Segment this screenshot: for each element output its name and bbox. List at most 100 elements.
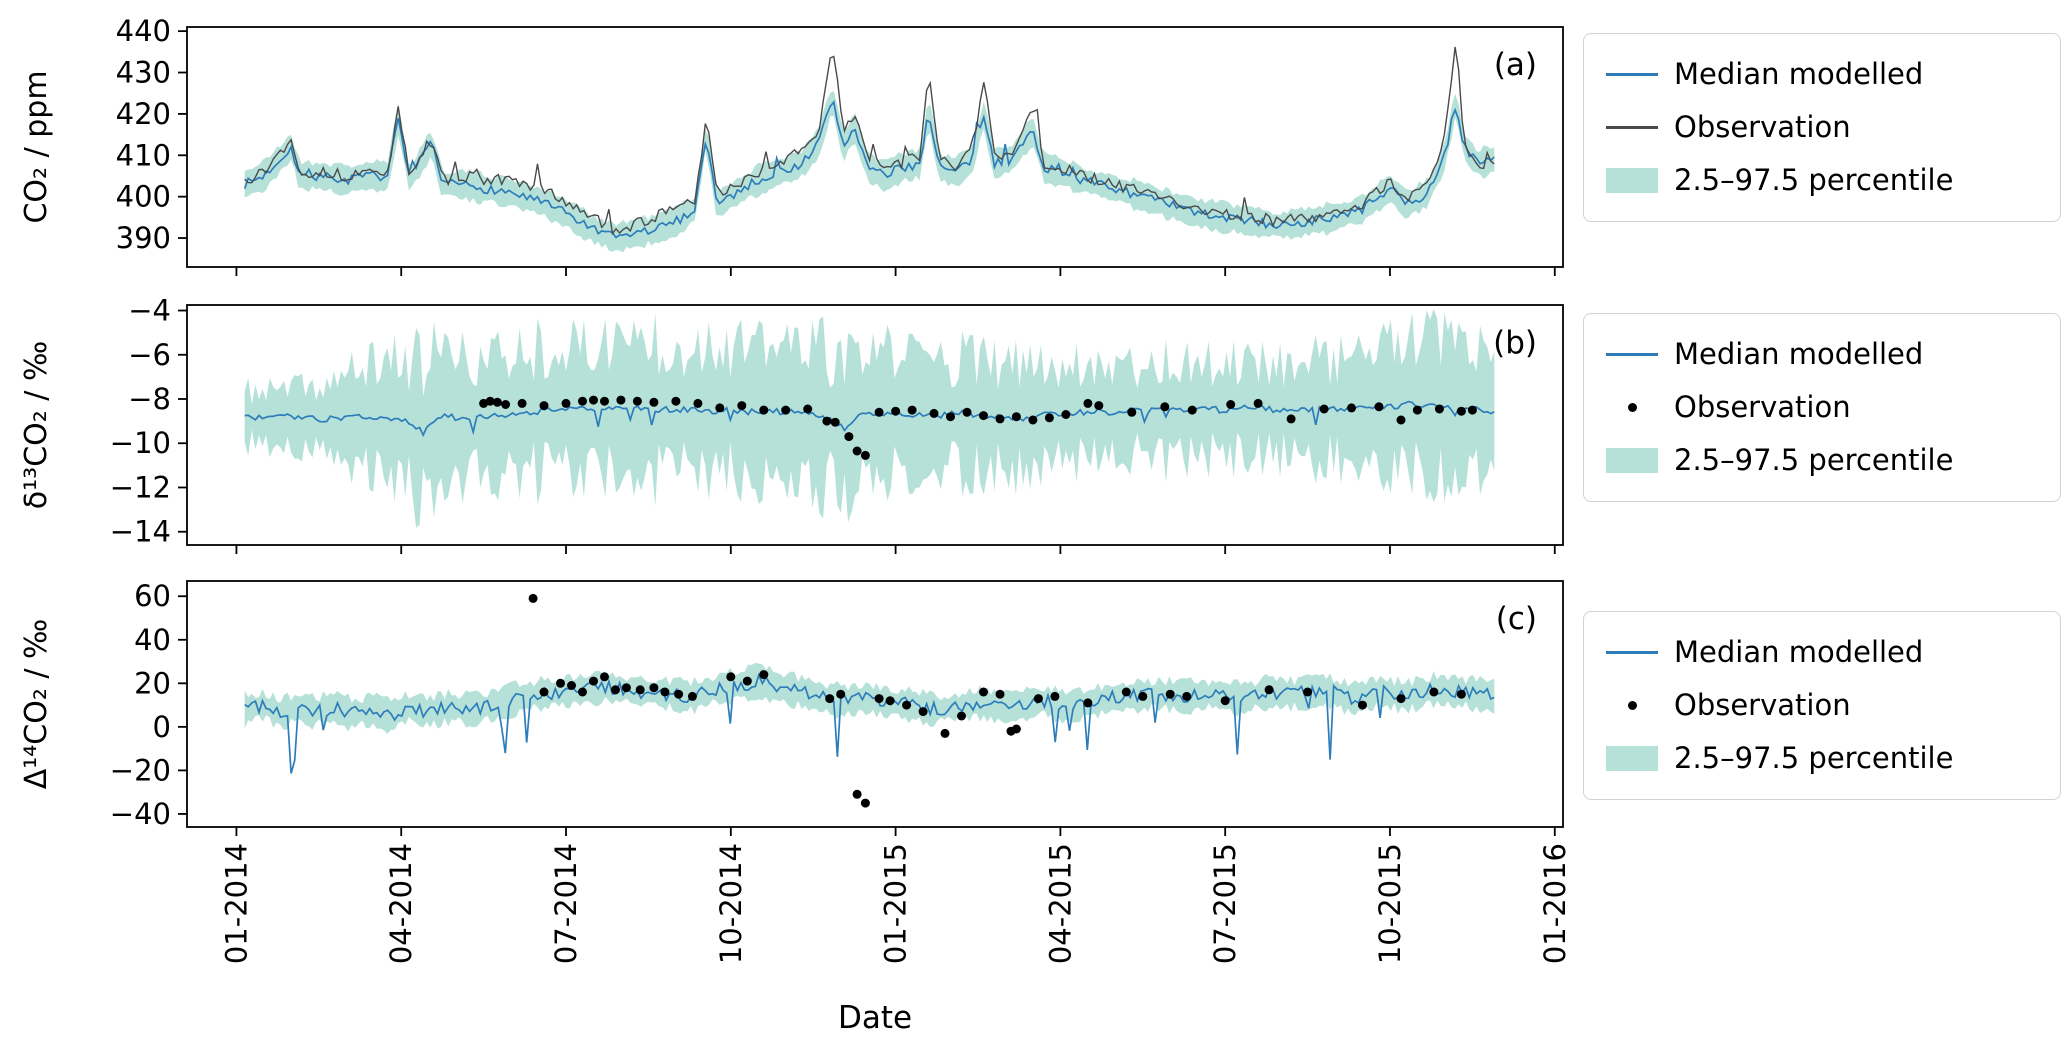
percentile-band	[244, 309, 1495, 528]
observation-dot	[860, 450, 870, 460]
observation-dot	[803, 404, 813, 414]
observation-dot	[902, 700, 912, 710]
observation-dot	[539, 401, 549, 411]
x-tick-label: 07-2014	[549, 843, 583, 964]
observation-dot	[1165, 689, 1175, 699]
observation-dot	[567, 681, 576, 690]
observation-dot	[742, 676, 752, 686]
observation-dot	[836, 689, 846, 699]
observation-dot	[962, 407, 972, 417]
legend-panel-b: Median modelled Observation 2.5–97.5 perce…	[1583, 313, 2061, 502]
observation-dot	[1303, 687, 1313, 697]
observation-dot	[957, 711, 966, 721]
observation-dot	[979, 411, 988, 421]
y-tick-label: 440	[116, 14, 171, 48]
observation-dot	[616, 395, 626, 405]
x-tick-label: 01-2014	[219, 843, 253, 964]
observation-dot	[1374, 402, 1384, 412]
observation-dot	[1220, 696, 1230, 706]
observation-dot	[781, 405, 791, 415]
legend-item-2-5-97-5-percentile: 2.5–97.5 percentile	[1606, 434, 2050, 487]
legend-label: Median modelled	[1674, 634, 1924, 669]
y-tick-label: −12	[110, 470, 171, 504]
observation-dot	[1127, 407, 1137, 417]
observation-dot	[649, 397, 659, 407]
observation-dot	[1319, 404, 1329, 414]
legend-label: Median modelled	[1674, 336, 1924, 371]
observation-dot	[528, 593, 538, 603]
observation-dot	[995, 689, 1005, 699]
legend-patch-swatch	[1606, 168, 1658, 193]
percentile-band	[244, 91, 1495, 253]
panel-border	[186, 580, 1564, 828]
observation-dot	[1094, 401, 1104, 411]
observation-dot	[660, 687, 670, 697]
median-line	[243, 100, 1495, 239]
observation-dot	[737, 401, 747, 411]
observation-dot	[1286, 414, 1296, 424]
observation-dot	[635, 685, 645, 695]
legend-item-2-5-97-5-percentile: 2.5–97.5 percentile	[1606, 732, 2050, 785]
panel-tag: (a)	[1494, 47, 1537, 83]
legend-item-observation: Observation	[1606, 101, 2050, 154]
legend-label: 2.5–97.5 percentile	[1674, 442, 1954, 477]
x-tick-label: 01-2016	[1538, 843, 1572, 964]
observation-dot	[946, 412, 955, 422]
observation-dot	[600, 396, 609, 406]
x-axis-title: Date	[837, 1000, 913, 1036]
x-tick-label: 04-2015	[1043, 843, 1077, 964]
median-line	[244, 672, 1495, 774]
observation-dot	[1011, 412, 1021, 422]
observation-dot	[1083, 698, 1093, 708]
panel-tag: (b)	[1493, 325, 1537, 361]
observation-dots	[528, 593, 1466, 808]
observation-dot	[578, 687, 587, 697]
observation-dot	[1182, 691, 1192, 701]
observation-dot	[621, 683, 631, 693]
observation-dot	[1044, 413, 1054, 423]
panel-border	[186, 26, 1564, 268]
legend-label: 2.5–97.5 percentile	[1674, 740, 1954, 775]
y-axis-title: Δ¹⁴CO₂ / ‰	[19, 619, 54, 790]
legend-patch-swatch	[1606, 448, 1658, 473]
legend-item-observation: Observation	[1606, 381, 2050, 434]
observation-dot	[1456, 406, 1466, 416]
y-tick-label: 400	[116, 180, 171, 214]
legend-label: Observation	[1674, 109, 1851, 144]
legend-line-swatch	[1606, 126, 1658, 129]
y-tick-label: −4	[128, 294, 171, 328]
observation-dot	[589, 676, 598, 686]
observation-dot	[578, 396, 587, 406]
observation-dot	[918, 707, 928, 717]
observation-dot	[929, 408, 939, 418]
x-tick-label: 07-2015	[1208, 843, 1242, 964]
observation-dot	[852, 789, 862, 799]
legend-line-swatch	[1606, 73, 1658, 76]
legend-dot-swatch	[1627, 701, 1637, 710]
observation-dot	[759, 670, 769, 680]
y-tick-label: 60	[134, 579, 171, 613]
observation-dot	[1121, 687, 1131, 697]
y-tick-label: −40	[110, 797, 171, 831]
median-line	[244, 400, 1495, 438]
panel-1-plot-area	[243, 46, 1495, 253]
observation-dot	[485, 396, 495, 406]
observation-dot	[715, 403, 725, 413]
observation-dot	[940, 728, 950, 738]
observation-dot	[1253, 398, 1263, 408]
y-tick-label: 420	[116, 97, 171, 131]
observation-dot	[825, 694, 835, 704]
panel-tag: (c)	[1496, 601, 1537, 637]
legend-item-observation: Observation	[1606, 679, 2050, 732]
y-tick-label: 0	[153, 710, 171, 744]
observation-dot	[860, 798, 870, 808]
observation-dot	[539, 687, 549, 697]
x-tick-label: 10-2015	[1373, 843, 1407, 964]
x-tick-label: 01-2015	[879, 843, 913, 964]
legend-panel-c: Median modelled Observation 2.5–97.5 perce…	[1583, 611, 2061, 800]
observation-dot	[1264, 685, 1274, 695]
observation-dot	[649, 683, 659, 693]
observation-dot	[822, 416, 832, 426]
observation-dot	[611, 685, 620, 695]
